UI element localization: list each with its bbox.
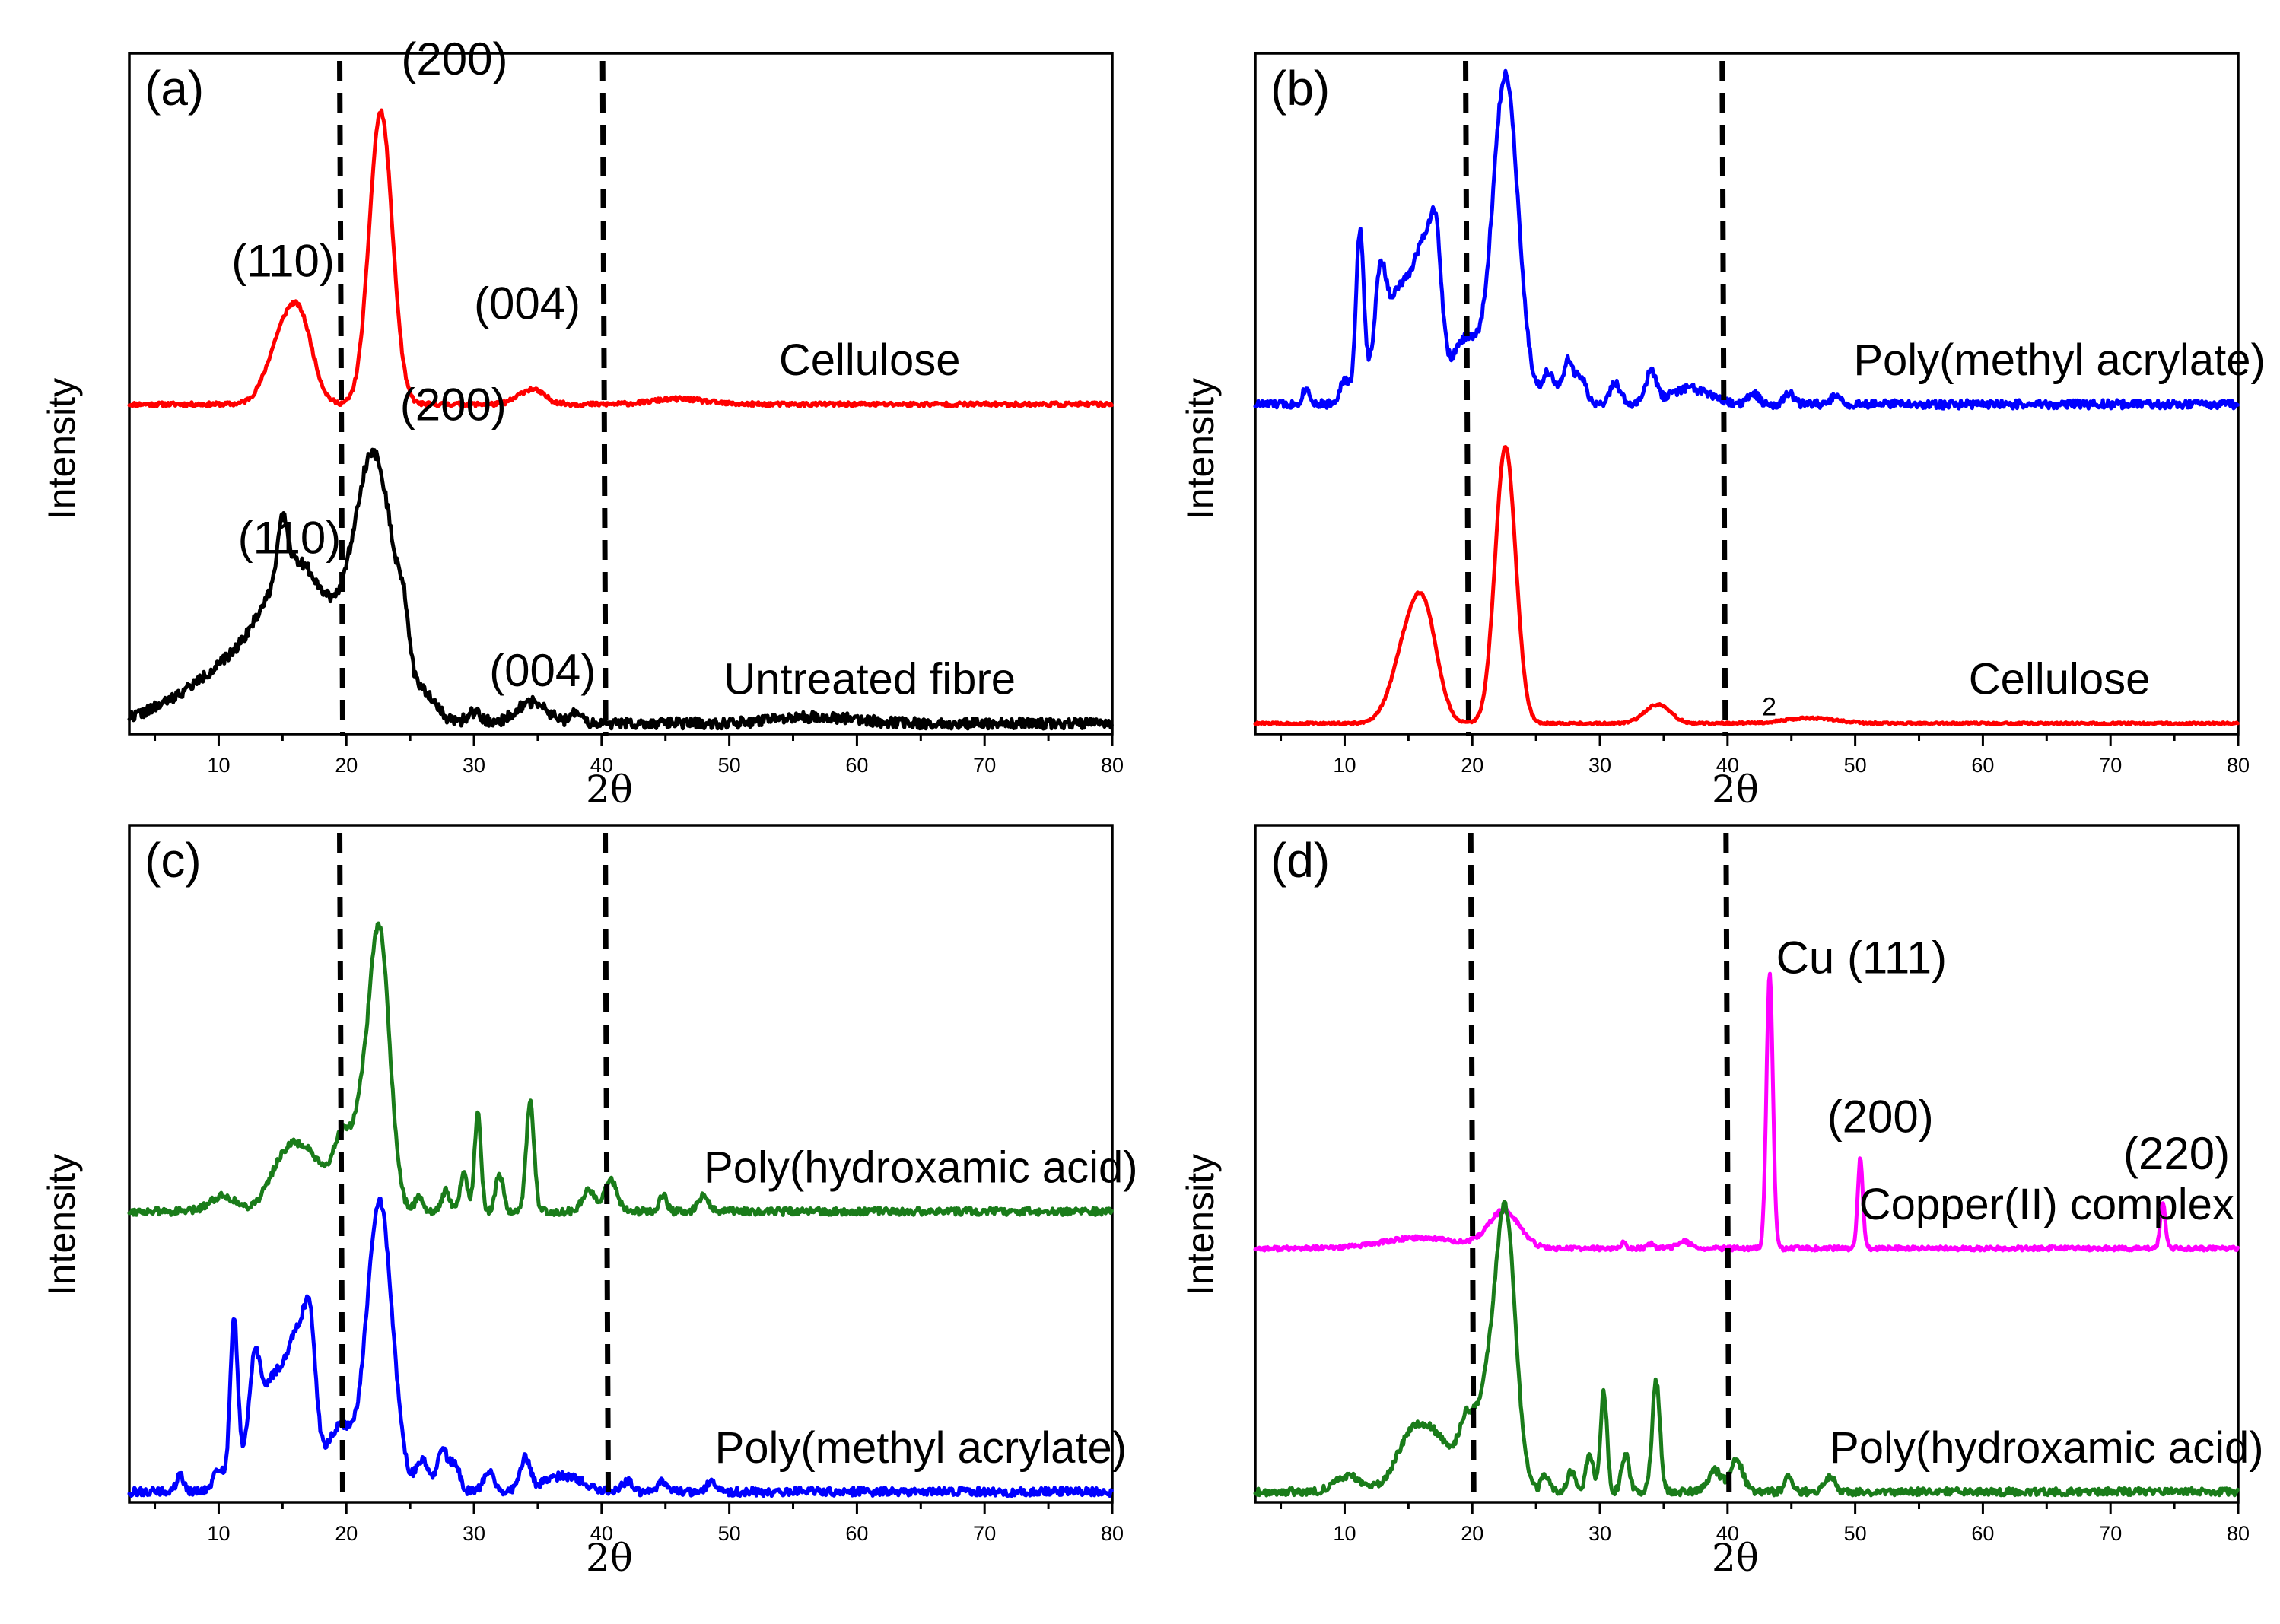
peak-annotation: (110) xyxy=(231,236,335,287)
x-tick-label: 10 xyxy=(207,1522,230,1545)
x-tick-label: 70 xyxy=(2099,1522,2122,1545)
x-tick-label: 40 xyxy=(590,1522,613,1545)
x-tick-label: 50 xyxy=(1844,754,1867,777)
x-tick-label: 50 xyxy=(1844,1522,1867,1545)
x-tick-label: 40 xyxy=(1716,754,1739,777)
x-tick-label: 30 xyxy=(1588,754,1611,777)
dashed-reference-line xyxy=(337,60,346,736)
axis-frame xyxy=(1254,52,2240,736)
x-tick-label: 80 xyxy=(2227,1522,2250,1545)
x-tick-label: 60 xyxy=(1971,754,1994,777)
x-tick-label: 70 xyxy=(2099,754,2122,777)
series-line-untreated-fibre xyxy=(127,447,1114,731)
x-axis-label: 2θ xyxy=(586,768,633,812)
series-label: Copper(II) complex xyxy=(1859,1180,2234,1229)
peak-annotation: (200) xyxy=(400,379,507,430)
series-line-cellulose xyxy=(1253,445,2240,726)
peak-annotation: 2 xyxy=(1762,693,1776,722)
peak-annotation: (004) xyxy=(474,278,580,329)
series-line-cellulose xyxy=(127,108,1114,408)
x-tick-label: 70 xyxy=(973,754,996,777)
panel-label: (d) xyxy=(1270,833,1330,888)
x-tick-label: 30 xyxy=(1588,1522,1611,1545)
series-label: Poly(methyl acrylate) xyxy=(1853,335,2265,385)
x-tick-label: 70 xyxy=(973,1522,996,1545)
x-tick-label: 60 xyxy=(1971,1522,1994,1545)
x-tick-label: 40 xyxy=(590,754,613,777)
series-label: Poly(hydroxamic acid) xyxy=(704,1143,1138,1192)
panel-b: 10 20 30 40 50 60 70 80 2θ Intensity Poly(methyl a… xyxy=(1179,52,2266,812)
series-line-poly-methyl-acrylate- xyxy=(127,1197,1114,1498)
x-tick-label: 60 xyxy=(845,1522,868,1545)
y-axis-label: Intensity xyxy=(40,1154,83,1295)
x-tick-label: 10 xyxy=(1333,754,1356,777)
dashed-reference-line xyxy=(603,832,612,1505)
panel-label: (a) xyxy=(145,61,204,116)
peak-annotation: (220) xyxy=(2123,1128,2230,1179)
series-label: Cellulose xyxy=(1969,655,2151,704)
panel-a: 10 20 30 40 50 60 70 80 2θ Intensity Cellulose Untr… xyxy=(40,33,1124,812)
x-tick-label: 40 xyxy=(1716,1522,1739,1545)
dashed-reference-line xyxy=(1719,60,1728,736)
series-line-copper-ii-complex xyxy=(1253,971,2240,1253)
y-axis-label: Intensity xyxy=(40,378,83,520)
x-tick-label: 10 xyxy=(207,754,230,777)
series-line-poly-hydroxamic-acid- xyxy=(127,921,1114,1217)
series-label: Untreated fibre xyxy=(723,655,1016,704)
panel-d: 10 20 30 40 50 60 70 80 2θ Intensity Copper(II) co… xyxy=(1179,824,2264,1580)
dashed-reference-line xyxy=(599,60,609,736)
peak-annotation: (004) xyxy=(489,645,596,696)
axis-frame xyxy=(128,52,1114,736)
y-axis-label: Intensity xyxy=(1179,378,1222,520)
x-tick-label: 20 xyxy=(1461,754,1483,777)
x-tick-label: 20 xyxy=(335,1522,358,1545)
panel-label: (b) xyxy=(1270,61,1330,116)
x-tick-label: 80 xyxy=(2227,754,2250,777)
x-axis-label: 2θ xyxy=(586,1536,633,1580)
series-line-poly-hydroxamic-acid- xyxy=(1253,1200,2240,1498)
peak-annotation: (200) xyxy=(401,33,507,84)
x-tick-label: 50 xyxy=(718,1522,741,1545)
x-tick-label: 10 xyxy=(1333,1522,1356,1545)
x-tick-label: 80 xyxy=(1101,1522,1124,1545)
dashed-reference-line xyxy=(1468,832,1477,1505)
panel-label: (c) xyxy=(145,833,202,888)
x-tick-label: 50 xyxy=(718,754,741,777)
x-axis-label: 2θ xyxy=(1712,768,1759,812)
x-tick-label: 30 xyxy=(463,754,485,777)
x-tick-label: 20 xyxy=(1461,1522,1483,1545)
x-tick-label: 20 xyxy=(335,754,358,777)
dashed-reference-line xyxy=(1723,832,1732,1505)
peak-annotation: (200) xyxy=(1827,1091,1934,1142)
series-label: Cellulose xyxy=(779,335,961,385)
series-label: Poly(hydroxamic acid) xyxy=(1830,1423,2264,1473)
dashed-reference-line xyxy=(337,832,346,1505)
series-line-poly-methyl-acrylate- xyxy=(1253,68,2240,411)
peak-annotation: (110) xyxy=(238,512,342,563)
panel-c: 10 20 30 40 50 60 70 80 2θ Intensity Poly(hydroxam… xyxy=(40,824,1138,1580)
series-label: Poly(methyl acrylate) xyxy=(715,1423,1127,1473)
y-axis-label: Intensity xyxy=(1179,1154,1222,1295)
dashed-reference-line xyxy=(1463,60,1472,736)
x-tick-label: 30 xyxy=(463,1522,485,1545)
peak-annotation: Cu (111) xyxy=(1776,933,1948,984)
x-tick-label: 80 xyxy=(1101,754,1124,777)
x-axis-label: 2θ xyxy=(1712,1536,1759,1580)
axis-frame xyxy=(1254,824,2240,1504)
axis-frame xyxy=(128,824,1114,1504)
x-tick-label: 60 xyxy=(845,754,868,777)
